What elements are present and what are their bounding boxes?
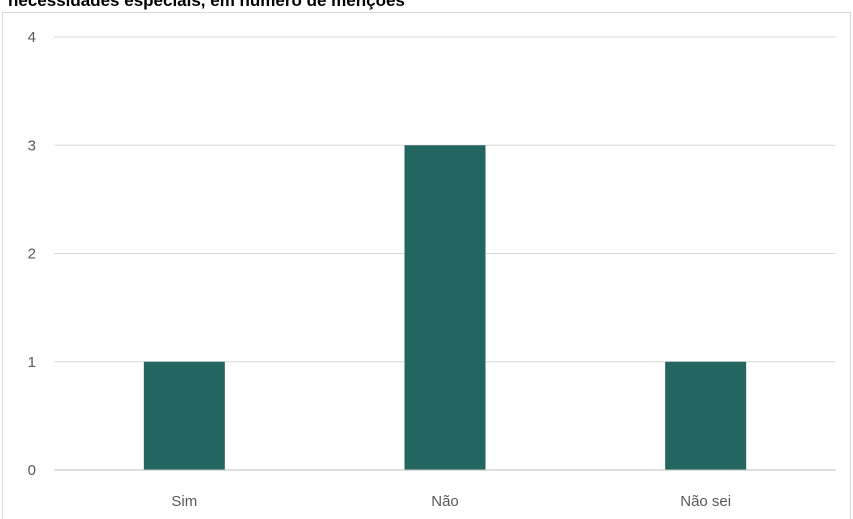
y-tick-label-3: 3: [28, 137, 36, 154]
y-tick-label-0: 0: [28, 462, 36, 479]
chart-title: necessidades especiais, em número de men…: [8, 0, 405, 10]
y-tick-label-4: 4: [28, 29, 36, 46]
y-tick-label-1: 1: [28, 354, 36, 371]
x-tick-label-sim: Sim: [171, 493, 197, 510]
bar-sim: [143, 361, 225, 470]
bar-n-o: [404, 145, 486, 470]
y-tick-label-2: 2: [28, 246, 36, 263]
x-tick-label-n-o-sei: Não sei: [680, 493, 731, 510]
bar-n-o-sei: [665, 361, 747, 470]
x-tick-label-n-o: Não: [431, 493, 459, 510]
